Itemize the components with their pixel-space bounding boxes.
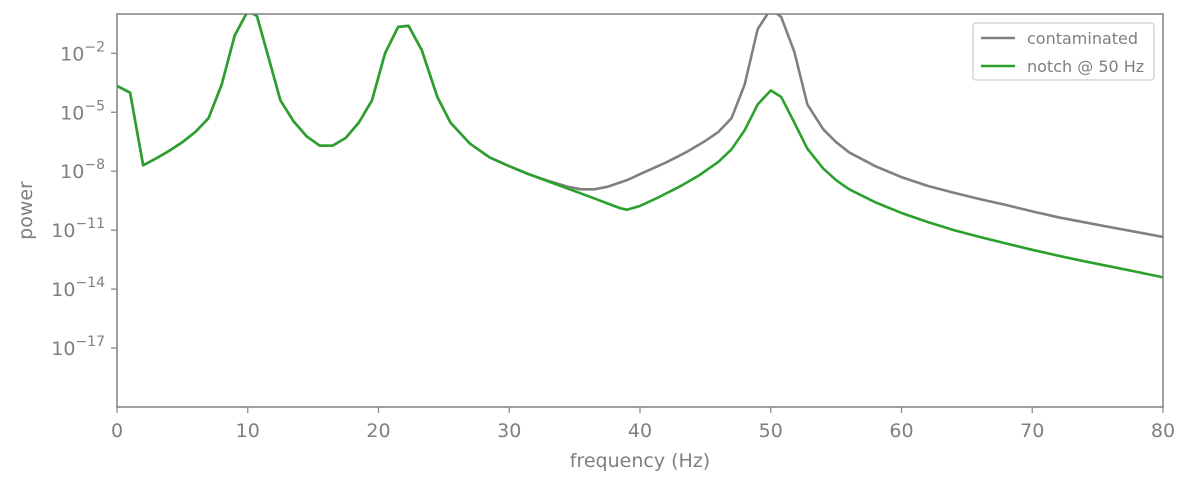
x-tick-label: 30 <box>497 420 521 442</box>
y-tick-label: 10−14 <box>51 275 105 301</box>
series-layer <box>117 14 1163 279</box>
x-axis: 0 10 20 30 40 50 60 70 80 <box>111 407 1175 442</box>
y-axis-label: power <box>15 181 37 240</box>
y-tick-label: 10−8 <box>60 157 105 183</box>
y-tick-label: 10−11 <box>51 216 105 242</box>
x-tick-label: 80 <box>1151 420 1175 442</box>
y-tick-label: 10−17 <box>51 334 105 360</box>
series-line-notch <box>117 14 1163 279</box>
x-tick-label: 50 <box>759 420 783 442</box>
legend-label: contaminated <box>1027 29 1138 48</box>
x-tick-label: 60 <box>889 420 913 442</box>
x-tick-label: 20 <box>366 420 390 442</box>
x-axis-label: frequency (Hz) <box>570 450 710 472</box>
x-tick-label: 40 <box>628 420 652 442</box>
x-tick-label: 70 <box>1020 420 1044 442</box>
x-tick-label: 10 <box>236 420 260 442</box>
legend: contaminated notch @ 50 Hz <box>972 22 1155 81</box>
y-tick-label: 10−2 <box>60 39 105 65</box>
x-tick-label: 0 <box>111 420 123 442</box>
y-axis: 10−2 10−5 10−8 10−11 10−14 10−17 <box>51 39 117 360</box>
y-tick-label: 10−5 <box>60 98 105 124</box>
legend-label: notch @ 50 Hz <box>1027 57 1144 76</box>
legend-box <box>972 22 1155 81</box>
